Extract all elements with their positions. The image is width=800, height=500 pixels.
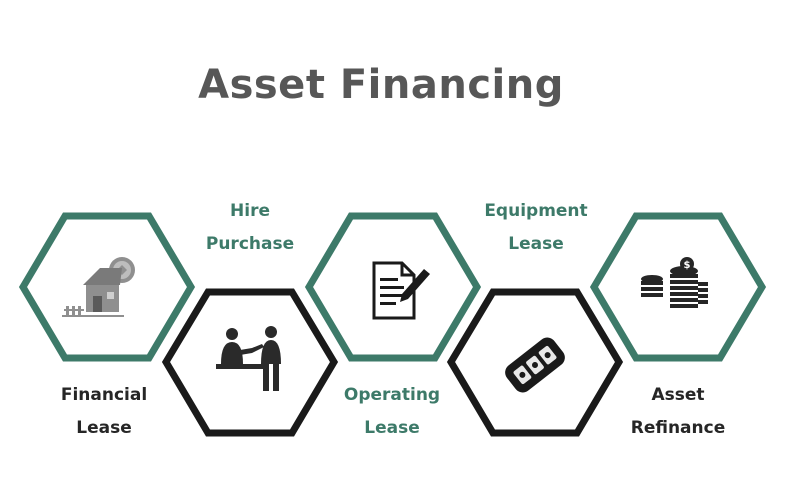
label-line: Operating [343, 385, 441, 405]
label-hire-purchase: Hire Purchase [180, 195, 320, 261]
hexagon-hire-purchase [161, 288, 339, 437]
document-pen-icon [372, 261, 430, 320]
label-line: Lease [76, 418, 132, 438]
label-equipment-lease: Equipment Lease [466, 195, 606, 261]
label-line: Asset [651, 385, 705, 405]
page-title: Asset Financing [198, 62, 564, 108]
label-operating-lease: Operating Lease [322, 379, 462, 445]
handshake-people-icon [216, 326, 281, 391]
label-line: Equipment [484, 201, 588, 221]
label-line: Lease [364, 418, 420, 438]
label-line: Purchase [205, 234, 295, 254]
key-fob-icon [505, 337, 565, 393]
label-line: Financial [60, 385, 148, 405]
label-line: Hire [230, 201, 270, 221]
svg-text:$: $ [684, 260, 691, 271]
label-financial-lease: Financial Lease [34, 379, 174, 445]
coin-stack-icon: $ [641, 257, 708, 308]
label-line: Lease [508, 234, 564, 254]
label-line: Refinance [630, 418, 726, 438]
house-icon [62, 257, 135, 317]
label-asset-refinance: Asset Refinance [608, 379, 748, 445]
